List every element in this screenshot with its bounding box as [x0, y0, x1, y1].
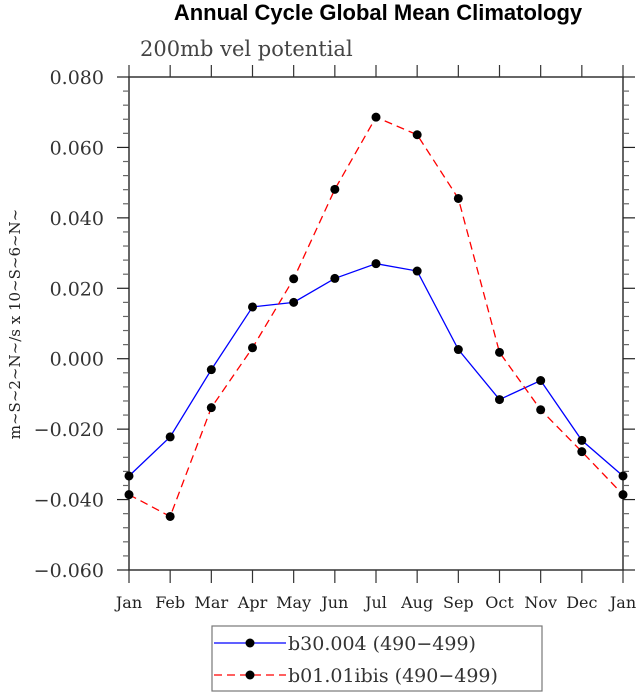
y-tick-label: 0.040 — [50, 208, 104, 230]
legend-marker-1 — [245, 670, 255, 680]
data-point — [495, 395, 504, 405]
x-tick-label: Oct — [485, 593, 514, 612]
legend-box — [211, 625, 543, 692]
series-0 — [124, 259, 628, 481]
y-tick-label: 0.060 — [50, 137, 104, 159]
y-tick-labels: 0.080 0.060 0.040 0.020 0.000 −0.020 −0.040 −0.… — [34, 67, 104, 582]
x-tick-label: Sep — [443, 593, 474, 612]
x-tick-label: Nov — [524, 593, 557, 612]
data-point — [371, 259, 381, 269]
y-tick-label: −0.040 — [34, 490, 104, 512]
x-tick-label: Jan — [608, 593, 636, 612]
data-point — [165, 511, 175, 521]
data-point — [330, 273, 340, 283]
data-point — [371, 112, 381, 122]
x-tick-labels: Jan Feb Mar Apr May Jun Jul Aug Sep Oct Nov Dec Jan — [114, 593, 636, 612]
y-tick-label: 0.020 — [50, 278, 104, 300]
data-point — [618, 490, 628, 500]
y-tick-label: −0.060 — [34, 560, 104, 582]
x-tick-label: Apr — [237, 593, 268, 612]
x-tick-label: Jul — [363, 593, 387, 612]
data-point — [289, 274, 299, 284]
data-point — [536, 376, 546, 386]
data-point — [495, 347, 504, 357]
data-point — [124, 490, 134, 500]
data-point — [124, 471, 134, 481]
chart-subtitle: 200mb vel potential — [140, 37, 353, 61]
data-point — [248, 343, 257, 353]
x-tick-label: Jan — [114, 593, 142, 612]
y-tick-label: 0.000 — [50, 349, 104, 371]
data-point — [248, 302, 257, 312]
x-tick-label: Mar — [195, 593, 229, 612]
data-point — [165, 432, 175, 442]
y-tick-label: −0.020 — [34, 419, 104, 441]
legend-label-1: b01.01ibis (490−499) — [288, 665, 498, 687]
plot-frame — [128, 76, 624, 571]
legend-marker-0 — [245, 638, 255, 648]
series-line — [128, 116, 624, 518]
series-1 — [124, 112, 628, 521]
series-group — [124, 112, 628, 521]
x-tick-label: Feb — [155, 593, 185, 612]
data-point — [412, 266, 422, 276]
data-point — [618, 471, 628, 481]
data-point — [330, 184, 340, 194]
data-point — [412, 130, 422, 140]
data-point — [206, 365, 216, 375]
chart-title: Annual Cycle Global Mean Climatology — [174, 0, 583, 25]
data-point — [289, 297, 299, 307]
legend: b30.004 (490−499) b01.01ibis (490−499) — [211, 625, 543, 692]
y-tick-label: 0.080 — [50, 67, 104, 89]
data-point — [577, 447, 587, 457]
data-point — [536, 405, 546, 415]
data-point — [206, 403, 216, 413]
x-tick-label: Dec — [566, 593, 597, 612]
x-tick-label: Jun — [319, 593, 348, 612]
data-point — [453, 345, 463, 355]
data-point — [453, 193, 463, 203]
series-line — [128, 262, 624, 477]
axes — [117, 65, 635, 583]
x-tick-label: Aug — [400, 593, 433, 612]
legend-label-0: b30.004 (490−499) — [288, 633, 476, 655]
x-tick-label: May — [276, 593, 311, 612]
y-axis-title: m~S~2~N~/s x 10~S~6~N~ — [6, 209, 24, 440]
data-point — [577, 435, 587, 445]
